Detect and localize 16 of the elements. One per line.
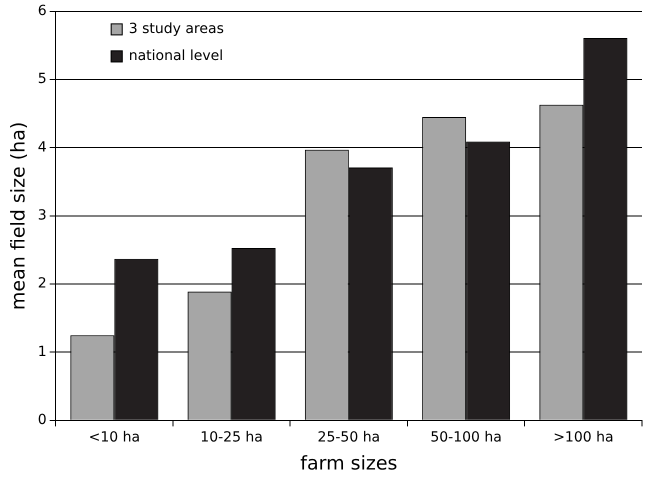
x-tick-label: >100 ha [553, 429, 614, 446]
x-axis-title: farm sizes [300, 452, 398, 475]
y-tick-label: 0 [38, 412, 47, 428]
x-tick-label: 25-50 ha [318, 429, 380, 446]
x-tick-label: 10-25 ha [200, 429, 263, 446]
y-axis-title: mean field size (ha) [7, 122, 30, 310]
x-tick-label: <10 ha [88, 429, 140, 446]
y-tick-label: 2 [38, 276, 47, 292]
x-tick-label: 50-100 ha [430, 429, 502, 446]
legend-label: 3 study areas [128, 21, 224, 38]
legend-label: national level [128, 48, 224, 64]
y-tick-label: 5 [38, 71, 47, 88]
y-tick-label: 1 [38, 344, 47, 360]
y-tick-label: 4 [38, 139, 47, 156]
y-tick-label: 3 [38, 208, 47, 224]
y-tick-label: 6 [38, 3, 47, 20]
